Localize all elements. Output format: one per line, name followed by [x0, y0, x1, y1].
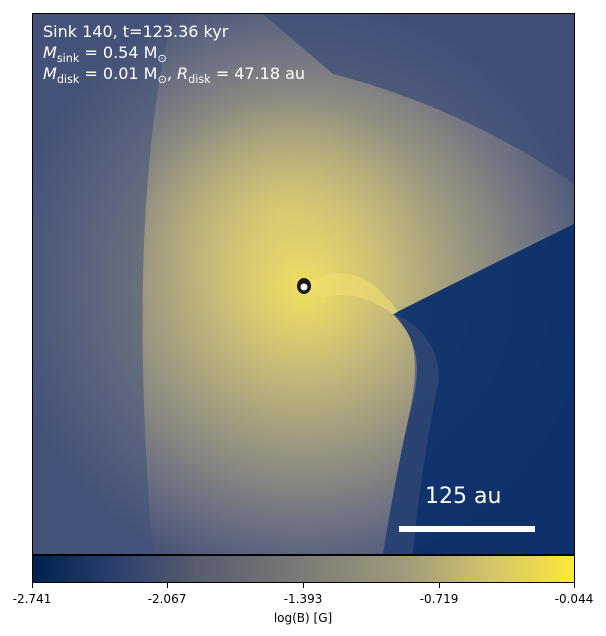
colorbar-tick-label: -0.044	[554, 592, 594, 606]
colorbar	[32, 555, 575, 583]
colorbar-tick-label: -2.067	[147, 592, 187, 606]
colorbar-tick	[439, 583, 440, 588]
colorbar-tick-label: -0.719	[419, 592, 459, 606]
field-image	[33, 14, 574, 554]
scale-bar-label: 125 au	[425, 484, 502, 509]
sink-title: Sink 140, t=123.36 kyr	[43, 22, 229, 41]
colorbar-tick-label: -2.741	[12, 592, 52, 606]
sink-mass: Msink = 0.54 M⊙	[43, 43, 167, 66]
scale-bar	[399, 526, 535, 532]
colorbar-tick	[32, 583, 33, 588]
colorbar-tick-label: -1.393	[283, 592, 323, 606]
colorbar-tick	[303, 583, 304, 588]
colorbar-tick	[167, 583, 168, 588]
colorbar-tick	[574, 583, 575, 588]
colorbar-label: log(B) [G]	[273, 611, 333, 625]
disk-properties: Mdisk = 0.01 M⊙, Rdisk = 47.18 au	[43, 64, 306, 87]
magnetic-field-map: Sink 140, t=123.36 kyr Msink = 0.54 M⊙ M…	[32, 13, 575, 555]
